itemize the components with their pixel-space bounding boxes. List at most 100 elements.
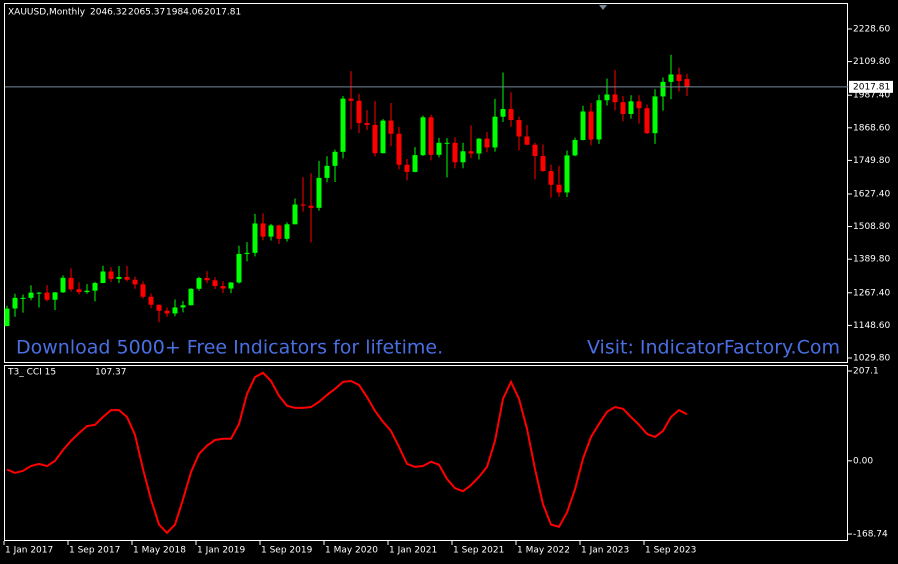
candle-body xyxy=(604,94,610,101)
candle-body xyxy=(372,124,378,154)
candle-body xyxy=(620,102,626,114)
candle-body xyxy=(116,276,122,279)
candle-body xyxy=(412,155,418,172)
candle-body xyxy=(92,283,98,291)
x-tick-label: 1 Sep 2021 xyxy=(453,546,504,556)
candle-body xyxy=(148,296,154,305)
candle-body xyxy=(324,165,330,178)
candle-body xyxy=(388,120,394,134)
candle-body xyxy=(284,224,290,239)
candle-body xyxy=(252,223,258,253)
candle-body xyxy=(644,108,650,134)
candle-body xyxy=(364,123,370,125)
annotation: Download 5000+ Free Indicators for lifet… xyxy=(16,337,443,359)
candle-body xyxy=(348,98,354,101)
x-tick-label: 1 Jan 2019 xyxy=(197,546,245,556)
candle-body xyxy=(556,184,562,193)
y-tick-label: 2228.60 xyxy=(853,25,890,35)
candle-body xyxy=(500,109,506,117)
x-tick-label: 1 Jan 2017 xyxy=(5,546,53,556)
candle-body xyxy=(380,120,386,154)
candle-body xyxy=(468,151,474,154)
candle-body xyxy=(532,144,538,156)
y-tick-label: 1987.40 xyxy=(853,91,890,101)
candle-body xyxy=(76,289,82,293)
y-tick-label: 1029.80 xyxy=(853,353,890,363)
y-tick-label: 1508.80 xyxy=(853,222,890,232)
y-tick-label: 0.00 xyxy=(853,456,873,466)
y-tick-label: 1868.60 xyxy=(853,123,890,133)
candle-body xyxy=(396,133,402,165)
current-price-label: 2017.81 xyxy=(853,82,890,92)
candle-body xyxy=(476,138,482,154)
candle-body xyxy=(404,164,410,172)
candle-body xyxy=(540,155,546,172)
header-value: 2046.32 xyxy=(90,8,127,18)
x-tick-label: 1 May 2022 xyxy=(517,546,570,556)
candle-body xyxy=(316,177,322,208)
candle-body xyxy=(212,280,218,287)
candle-body xyxy=(36,292,42,294)
y-tick-label: 1389.80 xyxy=(853,255,890,265)
candle-body xyxy=(204,278,210,281)
indicator-frame xyxy=(4,365,848,541)
candle-body xyxy=(484,138,490,148)
candle-body xyxy=(668,74,674,82)
candle-body xyxy=(524,136,530,145)
candle-body xyxy=(636,101,642,109)
candle-body xyxy=(228,282,234,289)
candle-body xyxy=(340,98,346,152)
candle-body xyxy=(460,151,466,163)
candle-body xyxy=(356,100,362,124)
candle-body xyxy=(20,297,26,299)
candle-body xyxy=(420,117,426,156)
candle-body xyxy=(516,120,522,137)
candle-body xyxy=(492,116,498,148)
candle-body xyxy=(452,142,458,163)
candle-body xyxy=(276,225,282,239)
candle-body xyxy=(260,223,266,237)
candle-body xyxy=(268,225,274,237)
shift-marker xyxy=(599,5,607,10)
candle-body xyxy=(100,271,106,284)
y-tick-label: -168.74 xyxy=(853,530,888,540)
candle-body xyxy=(436,142,442,155)
y-tick-label: 1749.80 xyxy=(853,156,890,166)
candle-body xyxy=(4,308,10,327)
candle-body xyxy=(628,101,634,114)
header-value: 1984.06 xyxy=(166,8,203,18)
candle-body xyxy=(12,297,18,309)
candle-body xyxy=(124,276,130,280)
x-tick-label: 1 Sep 2017 xyxy=(69,546,120,556)
candle-body xyxy=(428,117,434,155)
candle-body xyxy=(28,292,34,298)
current-price-box xyxy=(849,80,893,93)
candle-body xyxy=(332,151,338,166)
candle-body xyxy=(188,288,194,306)
x-tick-label: 1 Jan 2023 xyxy=(581,546,629,556)
candle-body xyxy=(676,74,682,82)
header-value: 2065.37 xyxy=(128,8,165,18)
y-tick-label: 1148.60 xyxy=(853,321,890,331)
candle-body xyxy=(580,111,586,141)
indicator-value: 107.37 xyxy=(95,368,127,378)
annotation: Visit: IndicatorFactory.Com xyxy=(587,337,840,359)
candle-body xyxy=(612,94,618,103)
candle-body xyxy=(660,81,666,97)
candle-body xyxy=(572,140,578,156)
candle-body xyxy=(308,205,314,208)
candle-body xyxy=(444,142,450,144)
candle-body xyxy=(164,310,170,314)
header-value: 2017.81 xyxy=(204,8,241,18)
candle-body xyxy=(156,304,162,311)
y-tick-label: 1627.40 xyxy=(853,189,890,199)
candle-body xyxy=(652,96,658,134)
candle-body xyxy=(196,278,202,289)
candle-body xyxy=(180,305,186,308)
y-tick-label: 2109.80 xyxy=(853,57,890,67)
candle-body xyxy=(60,277,66,293)
candle-body xyxy=(236,253,242,283)
candle-body xyxy=(172,307,178,314)
